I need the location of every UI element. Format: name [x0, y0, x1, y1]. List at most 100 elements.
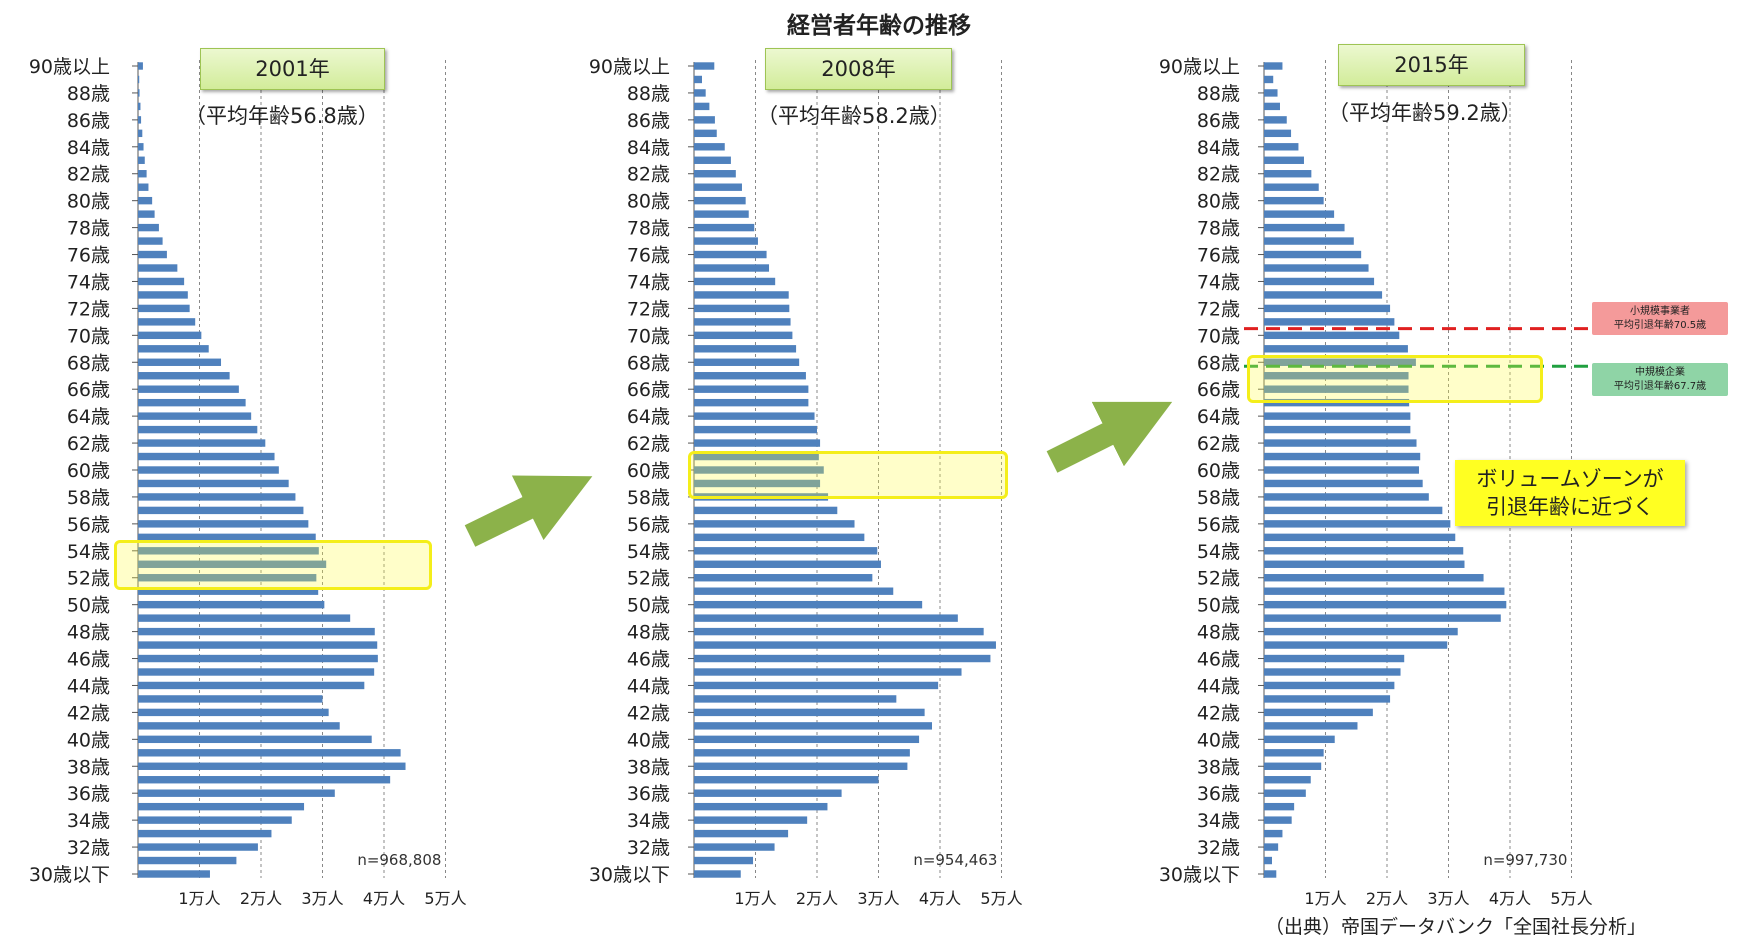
bar [138, 493, 296, 501]
bar [138, 870, 210, 878]
bar [1264, 627, 1458, 636]
bar [1264, 143, 1299, 151]
bar [138, 75, 140, 84]
y-tick-label: 70歳 [627, 325, 670, 347]
y-tick-label: 72歳 [627, 298, 670, 320]
bar [138, 129, 143, 138]
bar [694, 762, 908, 770]
avg-age-2015: （平均年齢59.2歳） [1328, 101, 1522, 125]
bar [138, 479, 289, 488]
bar [1264, 856, 1272, 865]
y-tick-label: 52歳 [1197, 568, 1240, 590]
small-business-badge-age: 平均引退年齢70.5歳 [1613, 320, 1707, 331]
bar [694, 223, 755, 232]
bar [1264, 277, 1375, 286]
bar [694, 614, 958, 622]
year-box-2015: 2015年 [1338, 44, 1525, 86]
y-tick-label: 38歳 [1197, 756, 1240, 778]
bar [1264, 372, 1409, 380]
bar [1264, 466, 1419, 474]
x-tick-label: 1万人 [178, 889, 220, 908]
bar [1264, 587, 1505, 595]
y-tick-label: 36歳 [67, 783, 110, 805]
y-tick-label: 30歳以下 [1159, 864, 1240, 886]
bar [1264, 170, 1312, 178]
note-line-2: 引退年齢に近づく [1486, 495, 1654, 519]
bar [694, 372, 806, 380]
bar [1264, 722, 1358, 730]
x-tick-label: 4万人 [1489, 889, 1531, 908]
bar [694, 829, 789, 838]
y-tick-label: 54歳 [1197, 541, 1240, 563]
y-tick-label: 54歳 [67, 541, 110, 563]
bar [138, 641, 378, 649]
bar [138, 398, 246, 407]
y-tick-label: 56歳 [627, 514, 670, 536]
highlight-2001 [114, 540, 432, 590]
y-tick-label: 48歳 [627, 622, 670, 644]
bar [1264, 89, 1278, 97]
y-tick-label: 56歳 [67, 514, 110, 536]
y-tick-label: 50歳 [67, 595, 110, 617]
bar [1264, 237, 1354, 245]
y-tick-label: 34歳 [1197, 810, 1240, 832]
y-tick-label: 76歳 [627, 245, 670, 267]
bar [694, 398, 809, 407]
y-tick-label: 82歳 [67, 164, 110, 186]
bar [1264, 802, 1295, 811]
y-tick-label: 62歳 [67, 433, 110, 455]
bar [1264, 264, 1369, 272]
bar [1264, 439, 1417, 447]
y-tick-label: 50歳 [1197, 595, 1240, 617]
y-tick-label: 38歳 [67, 756, 110, 778]
y-tick-label: 86歳 [627, 110, 670, 132]
y-tick-label: 32歳 [67, 837, 110, 859]
mid-business-badge: 中規模企業 平均引退年齢67.7歳 [1592, 363, 1728, 396]
y-tick-label: 88歳 [627, 83, 670, 105]
bar [1264, 600, 1507, 609]
bar [1264, 223, 1345, 232]
y-tick-label: 52歳 [627, 568, 670, 590]
year-box-2001: 2001年 [200, 48, 385, 90]
bar [694, 439, 821, 447]
bar [138, 223, 159, 232]
bar [694, 452, 819, 461]
transition-arrow-2 [1046, 401, 1173, 473]
bar [1264, 749, 1324, 757]
sample-size-label: n=968,808 [357, 851, 441, 869]
source-note: （出典）帝国データバンク「全国社長分析」 [1265, 916, 1646, 938]
y-tick-label: 34歳 [627, 810, 670, 832]
y-tick-label: 46歳 [67, 649, 110, 671]
bar [1264, 816, 1292, 824]
bar [694, 89, 706, 97]
bar [1264, 116, 1287, 124]
y-tick-label: 84歳 [627, 137, 670, 159]
bar [694, 237, 758, 245]
y-tick-label: 74歳 [67, 271, 110, 293]
year-box-2008: 2008年 [765, 48, 952, 90]
x-tick-label: 2万人 [240, 889, 282, 908]
bar [138, 614, 351, 622]
bar [1264, 129, 1292, 138]
bar [138, 600, 325, 609]
bar [1264, 762, 1322, 770]
y-tick-label: 78歳 [67, 218, 110, 240]
bar [1264, 789, 1306, 797]
bar [1264, 291, 1383, 299]
x-tick-label: 4万人 [363, 889, 405, 908]
y-tick-label: 34歳 [67, 810, 110, 832]
bar [694, 506, 838, 515]
bar [694, 600, 923, 609]
transition-arrow-1 [464, 475, 593, 547]
y-tick-label: 78歳 [1197, 218, 1240, 240]
y-tick-label: 68歳 [1197, 352, 1240, 374]
bar [694, 62, 715, 70]
bar [1264, 304, 1391, 313]
y-tick-label: 56歳 [1197, 514, 1240, 536]
x-tick-label: 5万人 [1550, 889, 1592, 908]
bar [694, 412, 815, 420]
bar [694, 425, 817, 434]
chart-title: 経営者年齢の推移 [787, 12, 971, 39]
y-tick-label: 42歳 [1197, 702, 1240, 724]
